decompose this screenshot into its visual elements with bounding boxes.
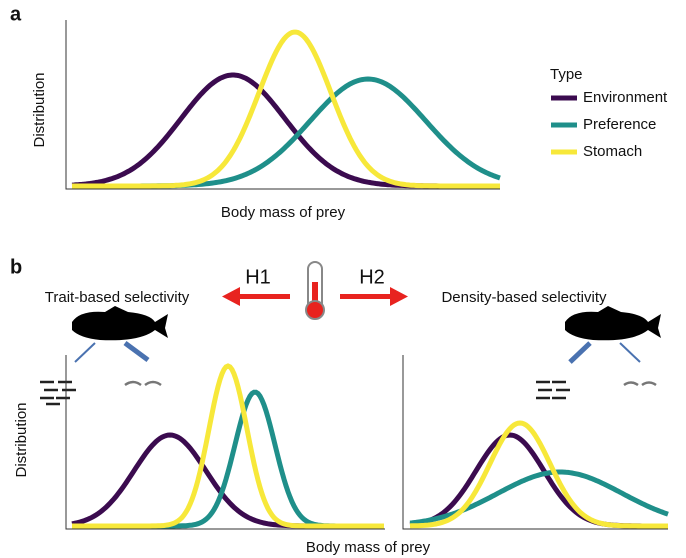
curves: [71, 29, 669, 529]
distribution-curve: [409, 469, 669, 526]
distribution-curve: [72, 76, 501, 189]
x-axis-label: Body mass of prey: [306, 539, 431, 556]
axes: [65, 355, 385, 530]
x-axis-label: Body mass of prey: [221, 204, 346, 221]
axes: [65, 20, 500, 190]
distribution-curve: [72, 363, 384, 529]
thermometer: [305, 261, 325, 320]
distribution-curve: [72, 389, 384, 529]
panel-label: b: [10, 256, 22, 278]
axes: [402, 355, 668, 530]
distribution-curve: [409, 432, 668, 529]
legend: Environment Preference Stomach: [551, 89, 668, 160]
y-axis-label: Distribution: [31, 72, 48, 147]
hypothesis-title: Trait-based selectivity: [45, 289, 190, 306]
prey-icons: [40, 380, 657, 406]
legend-label: Preference: [583, 116, 656, 133]
fish-icon: [72, 306, 661, 341]
legend-label: Stomach: [583, 143, 642, 160]
distribution-curve: [409, 420, 668, 529]
selectivity-arrows: [74, 340, 641, 364]
hypothesis-label: H2: [359, 266, 385, 288]
hypothesis-label: H1: [245, 266, 271, 288]
legend-label: Environment: [583, 89, 668, 106]
arrows: [222, 287, 408, 306]
distribution-curve: [72, 29, 500, 189]
legend-title: Type: [550, 66, 583, 83]
hypothesis-title: Density-based selectivity: [441, 289, 607, 306]
y-axis-label: Distribution: [13, 402, 30, 477]
panel-label: a: [10, 3, 22, 25]
